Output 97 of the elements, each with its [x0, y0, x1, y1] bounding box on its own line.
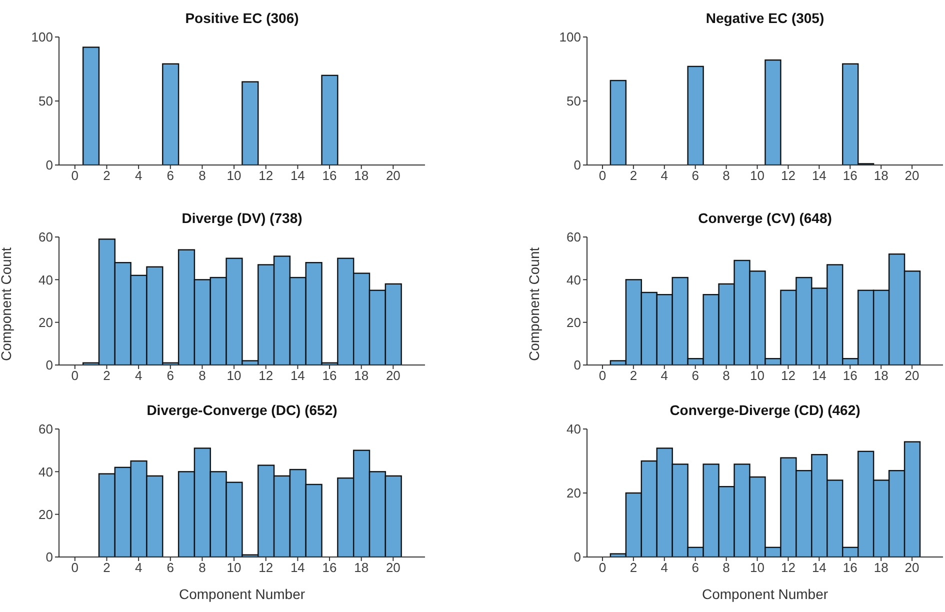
- x-tick-label: 12: [780, 560, 796, 576]
- chart-title: Converge-Diverge (CD) (462): [668, 401, 862, 420]
- x-tick-label: 4: [134, 560, 142, 576]
- x-tick-label: 2: [103, 368, 110, 384]
- x-tick-label: 2: [103, 560, 110, 576]
- y-tick-label: 60: [38, 422, 53, 437]
- y-tick-label: 20: [566, 486, 581, 501]
- y-tick-label: 40: [566, 272, 581, 288]
- x-tick-label: 10: [750, 560, 764, 576]
- y-tick-label: 0: [574, 158, 581, 173]
- x-tick-label: 12: [258, 368, 274, 384]
- x-tick-label: 20: [386, 168, 400, 184]
- y-axis-title: Component Count: [526, 247, 542, 361]
- x-tick-label: 4: [134, 168, 142, 184]
- x-tick-label: 16: [322, 168, 337, 184]
- x-tick-label: 8: [722, 368, 730, 384]
- y-tick-label: 60: [38, 230, 53, 245]
- x-tick-label: 16: [842, 168, 858, 184]
- x-tick-label: 0: [598, 368, 606, 384]
- x-tick-label: 14: [290, 560, 305, 576]
- y-tick-label: 40: [38, 272, 53, 288]
- y-tick-label: 50: [566, 94, 581, 109]
- x-tick-label: 12: [780, 368, 796, 384]
- x-tick-label: 14: [812, 168, 826, 184]
- x-tick-label: 0: [598, 560, 606, 576]
- x-tick-label: 8: [722, 560, 730, 576]
- x-tick-label: 16: [322, 368, 337, 384]
- x-tick-label: 18: [354, 368, 369, 384]
- x-tick-label: 2: [630, 168, 638, 184]
- x-tick-label: 0: [71, 560, 79, 576]
- x-tick-label: 16: [842, 560, 858, 576]
- x-tick-label: 18: [354, 560, 369, 576]
- x-tick-label: 10: [750, 368, 764, 384]
- x-tick-label: 8: [198, 368, 206, 384]
- y-tick-label: 20: [38, 314, 53, 330]
- y-tick-label: 0: [574, 358, 581, 373]
- x-tick-label: 6: [166, 368, 174, 384]
- x-tick-label: 20: [904, 368, 920, 384]
- chart-title: Diverge (DV) (738): [180, 209, 304, 228]
- x-tick-label: 18: [874, 168, 888, 184]
- x-tick-label: 10: [226, 560, 242, 576]
- y-tick-label: 0: [574, 550, 581, 565]
- chart-title: Converge (CV) (648): [697, 209, 833, 228]
- x-tick-label: 12: [780, 168, 796, 184]
- x-tick-label: 10: [750, 168, 764, 184]
- x-tick-label: 20: [386, 560, 400, 576]
- y-tick-label: 100: [31, 30, 53, 45]
- x-tick-label: 10: [226, 168, 242, 184]
- x-tick-label: 18: [874, 368, 888, 384]
- x-tick-label: 4: [134, 368, 142, 384]
- y-tick-label: 40: [566, 422, 581, 437]
- x-tick-label: 14: [812, 560, 826, 576]
- x-tick-label: 0: [71, 368, 79, 384]
- y-tick-label: 50: [38, 94, 53, 109]
- x-tick-label: 4: [660, 368, 668, 384]
- y-tick-label: 0: [46, 358, 53, 373]
- x-tick-label: 18: [354, 168, 369, 184]
- x-tick-label: 4: [660, 168, 668, 184]
- x-tick-label: 4: [660, 560, 668, 576]
- chart-title: Negative EC (305): [704, 9, 826, 28]
- x-tick-label: 16: [842, 368, 858, 384]
- x-tick-label: 20: [904, 168, 920, 184]
- x-tick-label: 6: [692, 560, 699, 576]
- chart-title: Positive EC (306): [184, 9, 300, 28]
- x-tick-label: 2: [630, 560, 638, 576]
- y-tick-label: 0: [46, 550, 53, 565]
- x-tick-label: 6: [692, 368, 699, 384]
- x-tick-label: 12: [258, 560, 274, 576]
- x-tick-label: 6: [166, 168, 174, 184]
- x-tick-label: 8: [198, 560, 206, 576]
- x-tick-label: 14: [290, 168, 305, 184]
- y-tick-label: 40: [38, 464, 53, 480]
- x-axis-title: Component Number: [702, 586, 828, 602]
- x-tick-label: 6: [166, 560, 174, 576]
- x-tick-label: 10: [226, 368, 242, 384]
- x-tick-label: 14: [812, 368, 826, 384]
- y-tick-label: 0: [46, 158, 53, 173]
- y-axis-title: Component Count: [0, 247, 14, 361]
- x-tick-label: 8: [198, 168, 206, 184]
- x-tick-label: 14: [290, 368, 305, 384]
- chart-title: Diverge-Converge (DC) (652): [146, 401, 338, 420]
- y-tick-label: 60: [566, 230, 581, 245]
- x-axis-title: Component Number: [178, 586, 306, 602]
- x-tick-label: 6: [692, 168, 699, 184]
- x-tick-label: 8: [722, 168, 730, 184]
- y-tick-label: 100: [559, 30, 581, 45]
- y-tick-label: 20: [38, 506, 53, 522]
- x-tick-label: 0: [598, 168, 606, 184]
- x-tick-label: 2: [103, 168, 110, 184]
- x-tick-label: 20: [386, 368, 400, 384]
- y-tick-label: 20: [566, 314, 581, 330]
- x-tick-label: 12: [258, 168, 274, 184]
- x-tick-label: 0: [71, 168, 79, 184]
- x-tick-label: 20: [904, 560, 920, 576]
- x-tick-label: 16: [322, 560, 337, 576]
- x-tick-label: 18: [874, 560, 888, 576]
- x-tick-label: 2: [630, 368, 638, 384]
